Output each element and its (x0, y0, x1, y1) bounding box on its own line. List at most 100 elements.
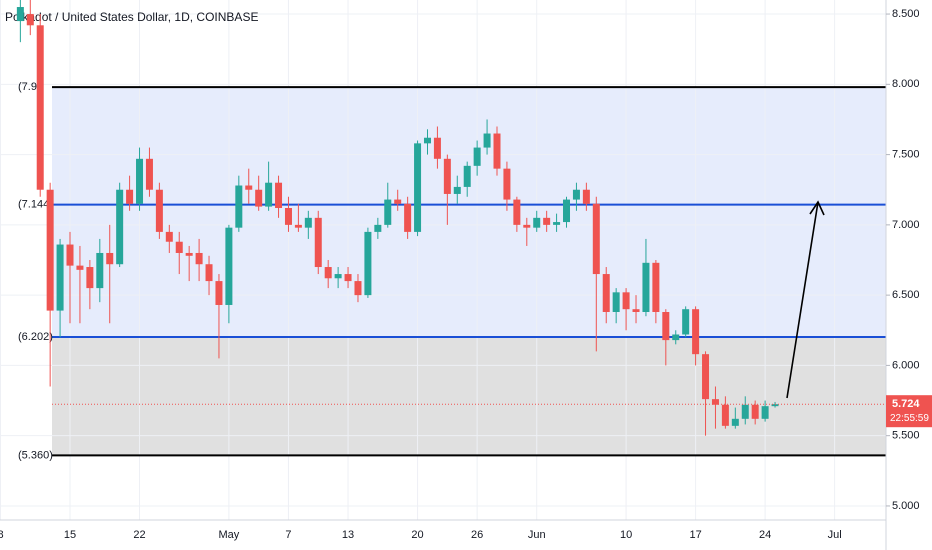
candle-body (503, 168, 511, 200)
candle-body (205, 264, 213, 282)
candle-body (136, 158, 144, 204)
candle-body (145, 158, 153, 190)
candle-body (384, 199, 392, 225)
candle-body (404, 203, 412, 232)
candle-body (453, 186, 461, 194)
candle-body (414, 143, 422, 232)
candle-body (245, 185, 253, 190)
arrow-head (809, 200, 825, 216)
candle-body (56, 244, 64, 311)
x-tick-label: 15 (64, 529, 76, 541)
y-tick-label: 7.500 (892, 149, 920, 161)
candle-body (284, 208, 292, 225)
candle-body (592, 203, 600, 275)
candle-body (672, 334, 680, 341)
candle-body (374, 224, 382, 232)
candle-body (36, 25, 44, 190)
candle-body (702, 354, 710, 400)
x-tick-label: 20 (411, 529, 423, 541)
candle-body (265, 182, 273, 207)
candle-body (255, 189, 263, 207)
candle-body (96, 252, 104, 289)
candle-body (443, 158, 451, 194)
x-tick-label: 24 (759, 529, 771, 541)
candle-body (275, 182, 283, 208)
candle-body (66, 244, 74, 266)
candle-body (523, 224, 531, 228)
candle-body (761, 406, 769, 419)
candle-body (602, 274, 610, 312)
candle-body (423, 137, 431, 144)
candle-body (513, 199, 521, 225)
candle-body (533, 217, 541, 228)
x-tick-label: 17 (689, 529, 701, 541)
x-tick-label: Jul (828, 529, 842, 541)
candle-body (314, 217, 322, 268)
candle-body (682, 309, 690, 335)
candle-body (662, 312, 670, 341)
zones (52, 87, 886, 456)
candle-body (344, 274, 352, 282)
y-tick-label: 6.000 (892, 359, 920, 371)
candle-body (175, 241, 183, 253)
y-tick-label: 8.000 (892, 78, 920, 90)
candle-body (235, 185, 243, 228)
candle-body (751, 404, 759, 419)
x-tick-label: Jun (528, 529, 546, 541)
candle-body (692, 309, 700, 355)
y-tick-label: 7.000 (892, 219, 920, 231)
candle-body (394, 199, 402, 204)
candle-body (195, 252, 203, 265)
candle-body (721, 404, 729, 426)
candle-body (433, 137, 441, 159)
candles (16, 0, 779, 436)
candle-body (473, 147, 481, 166)
candle-body (46, 189, 54, 311)
candle-body (215, 281, 223, 305)
candle-body (324, 267, 332, 279)
candle-body (731, 418, 739, 426)
candle-body (294, 224, 302, 228)
zone (52, 337, 886, 456)
candle-body (165, 231, 173, 242)
x-tick-label: May (218, 529, 239, 541)
candle-body (553, 222, 561, 225)
candle-body (106, 252, 114, 265)
candle-body (76, 265, 84, 270)
candle-body (155, 189, 163, 232)
level-label: (5.360) (18, 449, 53, 461)
candle-body (86, 267, 94, 289)
candle-body (642, 262, 650, 312)
candle-body (185, 252, 193, 256)
candle-body (582, 189, 590, 204)
last-price-label: 5.724 (892, 398, 920, 410)
candle-body (543, 217, 551, 225)
candle-body (483, 133, 491, 148)
x-tick-label: 8 (0, 529, 4, 541)
candle-body (463, 165, 471, 187)
zone (52, 87, 886, 338)
candle-body (354, 281, 362, 296)
candle-body (126, 189, 134, 204)
candle-body (364, 231, 372, 296)
candle-body (572, 189, 580, 200)
x-tick-label: 26 (471, 529, 483, 541)
candle-body (612, 292, 620, 312)
candle-body (26, 14, 34, 26)
arrow-shaft (786, 201, 819, 399)
arrow (786, 200, 825, 399)
candle-body (632, 309, 640, 312)
countdown-label: 22:55:59 (890, 413, 929, 424)
y-tick-label: 8.500 (892, 8, 920, 20)
candle-body (563, 199, 571, 223)
levels: (7.98(7.144)(6.202)(5.360) (18, 81, 886, 461)
chart-title: Polkadot / United States Dollar, 1D, COI… (5, 10, 258, 24)
candle-body (711, 399, 719, 405)
candle-body (771, 404, 779, 407)
x-tick-label: 7 (285, 529, 291, 541)
level-label: (6.202) (18, 331, 53, 343)
candle-body (652, 262, 660, 312)
x-tick-label: 22 (133, 529, 145, 541)
